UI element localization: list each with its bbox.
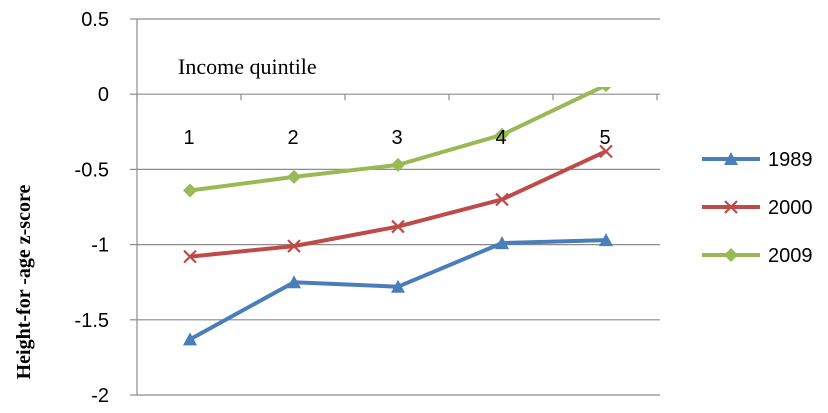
y-tick-label: 0.5 (81, 9, 109, 31)
data-point (183, 249, 197, 264)
x-category-label: 3 (391, 127, 402, 149)
data-point (287, 239, 301, 253)
data-point (183, 183, 197, 198)
legend-item: 2000 (702, 197, 813, 219)
data-point (724, 200, 738, 214)
y-axis-title: Height-for -age z-score (13, 185, 35, 380)
series-2009 (183, 87, 612, 198)
y-tick-label: -0.5 (75, 159, 109, 181)
data-point (391, 219, 405, 234)
legend-label: 1989 (768, 149, 813, 171)
labels-group: 0.5 0 -0.5 -1 -1.5 -2 1 2 3 4 5 Income quintile Heig… (13, 9, 611, 407)
data-point (391, 279, 405, 293)
x-axis-title: Income quintile (178, 54, 317, 79)
x-category-label: 4 (495, 127, 506, 149)
data-point (600, 87, 612, 93)
data-point (724, 248, 738, 262)
y-tick-label: -1.5 (75, 310, 109, 332)
data-point (495, 127, 509, 142)
legend-item: 1989 (702, 149, 813, 171)
y-tick-label: -1 (91, 235, 109, 257)
legend-item: 2009 (702, 245, 813, 267)
legend-label: 2009 (768, 245, 813, 267)
legend: 1989 2000 2009 (702, 149, 813, 267)
data-point (495, 236, 509, 250)
series-1989 (183, 233, 613, 346)
data-point (724, 152, 738, 165)
data-point (599, 144, 613, 159)
data-point (495, 192, 509, 207)
y-tick-label: 0 (98, 84, 109, 106)
legend-label: 2000 (768, 197, 813, 219)
data-point (599, 233, 613, 247)
y-tick-label: -2 (91, 385, 109, 407)
data-point (183, 332, 197, 346)
x-category-label: 1 (183, 127, 194, 149)
data-point (287, 169, 301, 184)
data-point (391, 157, 405, 172)
x-category-label: 2 (287, 127, 298, 149)
axes (130, 18, 658, 396)
x-category-label: 5 (599, 127, 610, 149)
series-group (183, 87, 613, 346)
series-2000 (183, 144, 613, 264)
data-point (287, 275, 301, 289)
